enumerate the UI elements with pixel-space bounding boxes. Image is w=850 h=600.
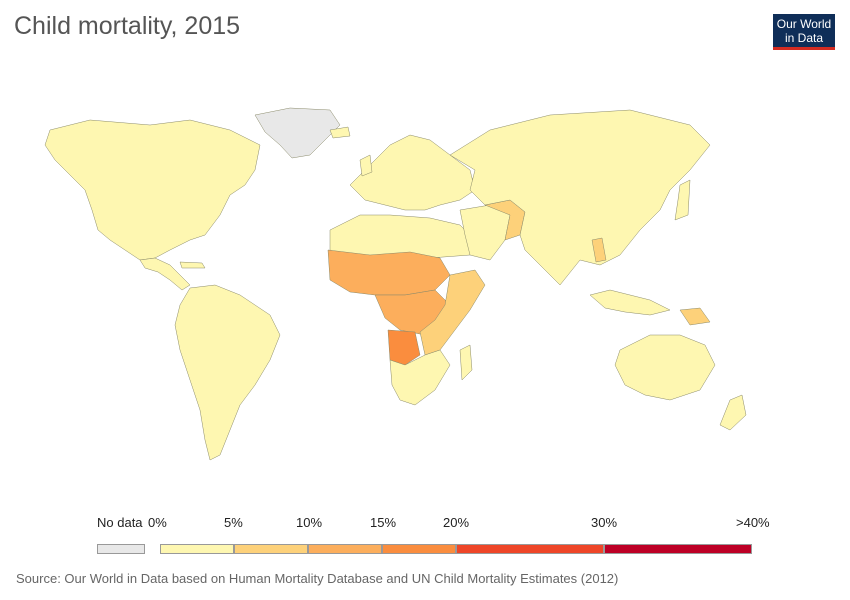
logo-line-2: in Data: [784, 31, 824, 45]
map-region-asia: [449, 109, 711, 286]
chart-title: Child mortality, 2015: [14, 12, 241, 40]
legend-tick: 15%: [370, 515, 397, 530]
legend-bin-swatch: [160, 544, 234, 554]
legend-no-data-label: No data: [97, 515, 143, 530]
map-region-south-america: [174, 284, 281, 461]
map-region-greenland: [254, 107, 341, 159]
source-note: Source: Our World in Data based on Human…: [16, 571, 619, 586]
map-region-png: [679, 307, 711, 326]
legend-tick: 20%: [443, 515, 470, 530]
map-region-southern-africa: [389, 349, 451, 406]
map-region-new-zealand: [719, 394, 747, 431]
legend-bin-swatch: [456, 544, 604, 554]
map-region-japan: [674, 179, 691, 221]
legend-no-data-swatch: [97, 544, 145, 554]
map-region-indonesia: [589, 289, 671, 316]
legend-tick: 0%: [148, 515, 167, 530]
map-region-iceland: [329, 126, 351, 139]
legend-bin-swatch: [604, 544, 752, 554]
map-region-sahel: [327, 249, 451, 296]
legend-bin-swatch: [234, 544, 308, 554]
legend-tick: 5%: [224, 515, 243, 530]
owid-logo[interactable]: Our World in Data: [773, 14, 835, 50]
legend-tick: >40%: [736, 515, 770, 530]
map-region-australia: [614, 334, 716, 401]
logo-line-1: Our World: [776, 17, 832, 31]
map-region-north-africa: [329, 214, 476, 259]
world-map: [44, 107, 747, 461]
map-region-central-america: [139, 257, 191, 291]
legend-bin-swatch: [382, 544, 456, 554]
legend-bin-swatch: [308, 544, 382, 554]
map-region-angola: [387, 329, 421, 366]
map-region-laos: [591, 237, 607, 263]
map-region-caribbean: [179, 261, 206, 269]
legend-tick: 10%: [296, 515, 323, 530]
map-region-madagascar: [459, 344, 473, 381]
legend-tick: 30%: [591, 515, 618, 530]
map-region-north-america: [44, 119, 261, 261]
map-region-uk: [359, 154, 373, 177]
